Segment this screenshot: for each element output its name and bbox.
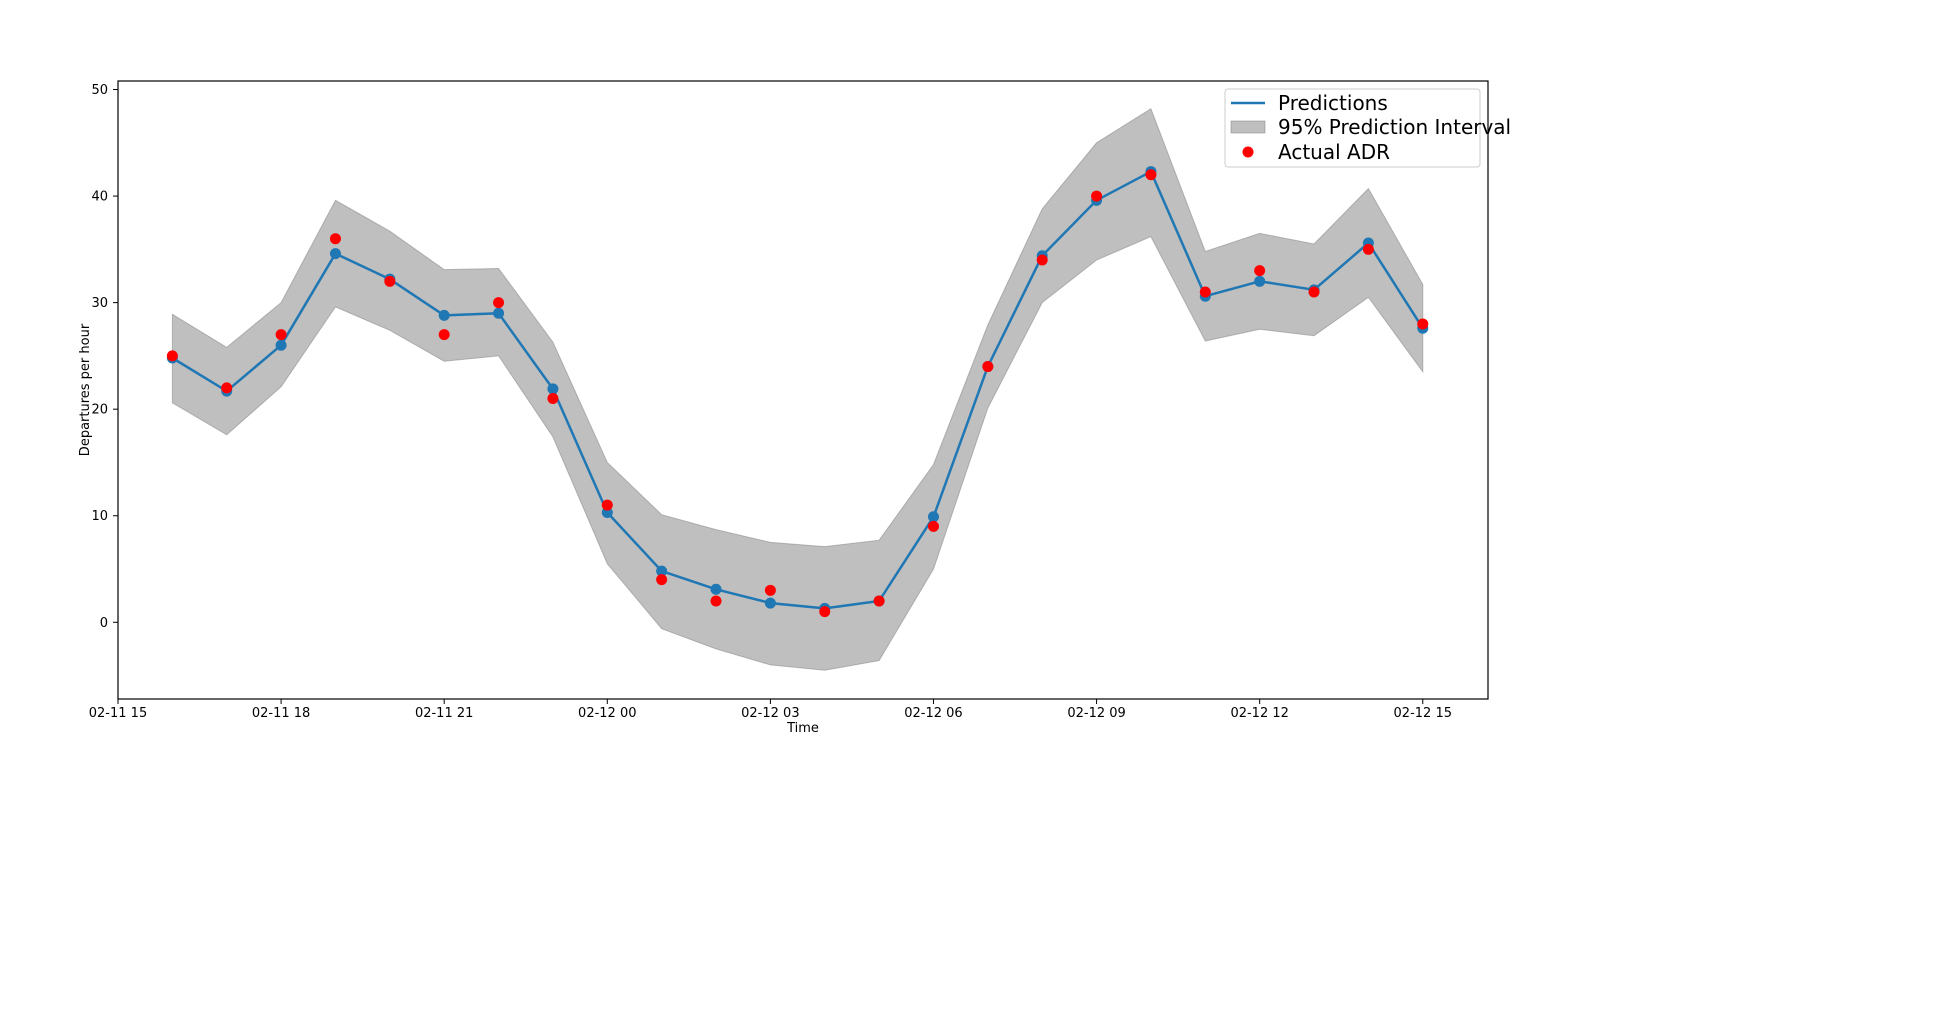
actual-point <box>873 595 885 607</box>
x-tick-label: 02-12 06 <box>904 706 962 721</box>
y-tick-label: 50 <box>91 83 108 98</box>
actual-point <box>1199 286 1211 298</box>
x-axis-ticks: 02-11 15 02-11 18 02-11 21 02-12 00 02-12 03… <box>89 699 1452 721</box>
actual-points-layer <box>166 169 1429 618</box>
actual-point <box>1091 190 1103 202</box>
actual-point <box>1308 286 1320 298</box>
y-tick-label: 20 <box>91 403 108 418</box>
y-tick-label: 30 <box>91 296 108 311</box>
actual-point <box>764 584 776 596</box>
prediction-point <box>275 339 287 351</box>
prediction-point <box>710 583 722 595</box>
actual-point <box>982 361 994 373</box>
prediction-point <box>438 309 450 321</box>
y-axis-title: Departures per hour <box>78 323 93 456</box>
x-axis-title: Time <box>786 721 819 736</box>
actual-point <box>656 574 668 586</box>
actual-point <box>1417 318 1429 330</box>
actual-point <box>493 297 505 309</box>
plot-area-frame <box>117 80 1489 700</box>
legend: Predictions 95% Prediction Interval Actu… <box>1224 88 1511 168</box>
actual-point <box>1036 254 1048 266</box>
predictions-line-layer <box>171 170 1424 610</box>
actual-point <box>819 606 831 618</box>
legend-interval-swatch <box>1230 120 1266 134</box>
actual-point <box>166 350 178 362</box>
predictions-line <box>171 170 1424 610</box>
y-tick-label: 10 <box>91 509 108 524</box>
prediction-point <box>1254 275 1266 287</box>
x-tick-label: 02-12 00 <box>578 706 636 721</box>
prediction-point <box>764 597 776 609</box>
actual-point <box>710 595 722 607</box>
legend-actual-label: Actual ADR <box>1278 140 1390 164</box>
y-axis-ticks: 0 10 20 30 40 50 <box>91 83 118 631</box>
x-tick-label: 02-12 15 <box>1394 706 1452 721</box>
x-tick-label: 02-12 12 <box>1230 706 1288 721</box>
legend-interval-label: 95% Prediction Interval <box>1278 115 1511 139</box>
prediction-interval-band <box>171 107 1424 671</box>
x-tick-label: 02-11 21 <box>415 706 473 721</box>
actual-point <box>438 329 450 341</box>
actual-point <box>601 499 613 511</box>
legend-predictions-label: Predictions <box>1278 91 1388 115</box>
y-tick-label: 0 <box>100 616 108 631</box>
x-tick-label: 02-12 03 <box>741 706 799 721</box>
prediction-point <box>329 248 341 260</box>
actual-point <box>384 275 396 287</box>
actual-point <box>1254 265 1266 277</box>
prediction-point <box>493 307 505 319</box>
actual-point <box>329 233 341 245</box>
x-tick-label: 02-11 18 <box>252 706 310 721</box>
actual-point <box>221 382 233 394</box>
prediction-point <box>656 565 668 577</box>
actual-point <box>1145 169 1157 181</box>
prediction-interval-layer <box>171 107 1424 671</box>
actual-point <box>275 329 287 341</box>
legend-actual-swatch <box>1242 146 1254 158</box>
actual-point <box>547 393 559 405</box>
x-tick-label: 02-12 09 <box>1067 706 1125 721</box>
prediction-point <box>547 383 559 395</box>
actual-point <box>1362 243 1374 255</box>
actual-point <box>927 520 939 532</box>
legend-box <box>1224 88 1481 168</box>
prediction-point <box>927 511 939 523</box>
y-tick-label: 40 <box>91 190 108 205</box>
x-tick-label: 02-11 15 <box>89 706 147 721</box>
